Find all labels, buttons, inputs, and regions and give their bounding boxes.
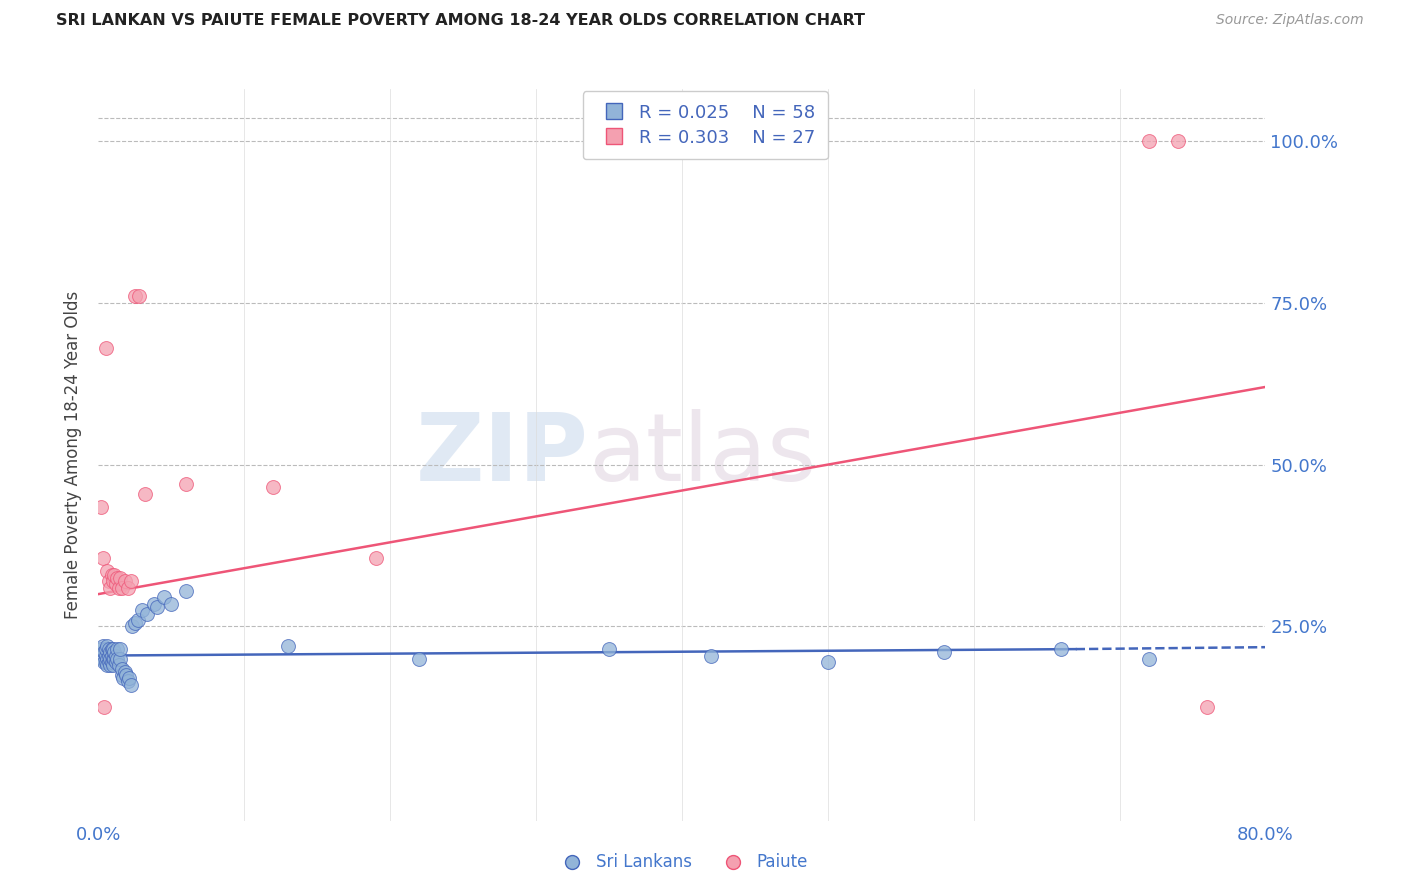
Point xyxy=(91,639,114,653)
Point xyxy=(96,652,118,666)
Point xyxy=(93,645,115,659)
Point xyxy=(1195,700,1218,714)
Point xyxy=(115,668,138,682)
Point xyxy=(817,655,839,669)
Point xyxy=(120,678,142,692)
Point xyxy=(114,574,136,589)
Point xyxy=(134,487,156,501)
Point xyxy=(934,645,956,659)
Point xyxy=(364,551,387,566)
Point xyxy=(94,642,117,657)
Point xyxy=(103,645,125,659)
Point xyxy=(142,597,165,611)
Point xyxy=(105,642,128,657)
Point xyxy=(91,551,114,566)
Text: ZIP: ZIP xyxy=(416,409,589,501)
Point xyxy=(112,671,135,685)
Point xyxy=(96,658,118,673)
Point xyxy=(135,607,157,621)
Text: SRI LANKAN VS PAIUTE FEMALE POVERTY AMONG 18-24 YEAR OLDS CORRELATION CHART: SRI LANKAN VS PAIUTE FEMALE POVERTY AMON… xyxy=(56,13,865,29)
Point xyxy=(97,642,120,657)
Point xyxy=(174,583,197,598)
Point xyxy=(262,480,284,494)
Point xyxy=(118,671,141,685)
Point xyxy=(120,574,142,589)
Point xyxy=(1050,642,1073,657)
Point xyxy=(101,574,124,589)
Point xyxy=(117,581,139,595)
Point xyxy=(98,652,121,666)
Point xyxy=(124,289,146,303)
Point xyxy=(277,639,299,653)
Point xyxy=(1137,134,1160,148)
Point xyxy=(104,577,127,591)
Point xyxy=(108,658,131,673)
Point xyxy=(111,668,134,682)
Point xyxy=(96,639,118,653)
Point xyxy=(101,652,124,666)
Point xyxy=(101,642,124,657)
Point xyxy=(104,655,127,669)
Text: atlas: atlas xyxy=(589,409,817,501)
Point xyxy=(128,289,150,303)
Point xyxy=(98,645,121,659)
Point xyxy=(598,642,620,657)
Point xyxy=(104,648,127,663)
Point xyxy=(98,581,121,595)
Point xyxy=(97,574,120,589)
Point xyxy=(100,655,122,669)
Point xyxy=(114,665,136,679)
Point xyxy=(110,571,132,585)
Point xyxy=(90,642,112,657)
Point xyxy=(160,597,183,611)
Point xyxy=(174,477,197,491)
Point xyxy=(93,700,115,714)
Point xyxy=(105,652,128,666)
Point xyxy=(100,567,122,582)
Point xyxy=(1167,134,1189,148)
Point xyxy=(117,674,139,689)
Point xyxy=(97,655,120,669)
Point xyxy=(153,591,176,605)
Point xyxy=(111,581,134,595)
Point xyxy=(110,642,132,657)
Point xyxy=(108,581,131,595)
Point xyxy=(1137,652,1160,666)
Point xyxy=(100,642,122,657)
Point xyxy=(101,658,124,673)
Point xyxy=(94,655,117,669)
Point xyxy=(408,652,430,666)
Point xyxy=(103,567,125,582)
Point xyxy=(98,658,121,673)
Point xyxy=(131,603,153,617)
Point xyxy=(121,619,143,633)
Point xyxy=(105,571,128,585)
Point xyxy=(94,648,117,663)
Point xyxy=(93,655,115,669)
Point xyxy=(103,652,125,666)
Point xyxy=(124,616,146,631)
Point xyxy=(94,341,117,355)
Point xyxy=(100,648,122,663)
Point xyxy=(97,648,120,663)
Point xyxy=(91,652,114,666)
Point xyxy=(110,652,132,666)
Point xyxy=(127,613,149,627)
Text: Source: ZipAtlas.com: Source: ZipAtlas.com xyxy=(1216,13,1364,28)
Point xyxy=(146,600,169,615)
Point xyxy=(90,500,112,514)
Point xyxy=(111,661,134,675)
Legend: Sri Lankans, Paiute: Sri Lankans, Paiute xyxy=(550,847,814,878)
Point xyxy=(96,565,118,579)
Point xyxy=(700,648,723,663)
Y-axis label: Female Poverty Among 18-24 Year Olds: Female Poverty Among 18-24 Year Olds xyxy=(65,291,83,619)
